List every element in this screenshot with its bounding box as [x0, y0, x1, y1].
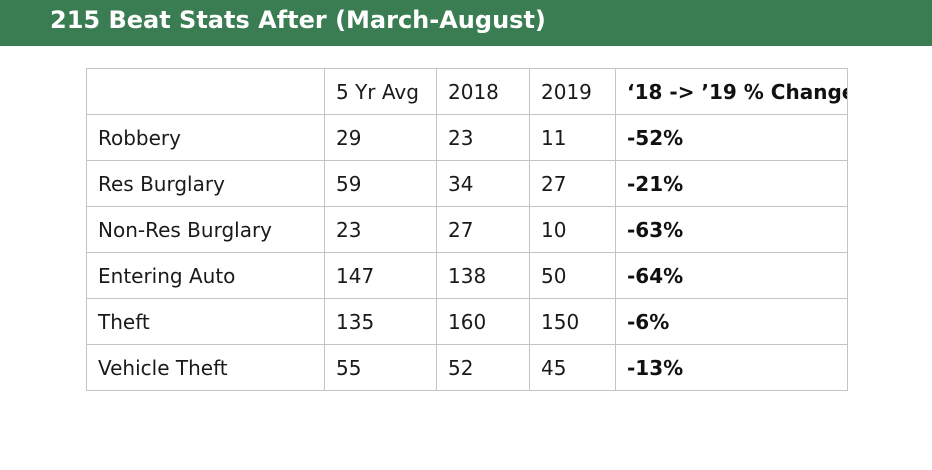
header-cell-2019: 2019	[529, 68, 616, 115]
table-row: Res Burglary 59 34 27 -21%	[86, 160, 848, 207]
cell-5yr-avg: 135	[324, 298, 437, 345]
cell-2018: 52	[436, 344, 530, 391]
table-row: Vehicle Theft 55 52 45 -13%	[86, 344, 848, 391]
cell-5yr-avg: 147	[324, 252, 437, 299]
title-banner: 215 Beat Stats After (March-August)	[0, 0, 932, 46]
row-label: Non-Res Burglary	[86, 206, 325, 253]
cell-2019: 150	[529, 298, 616, 345]
table-row: Theft 135 160 150 -6%	[86, 298, 848, 345]
row-label: Robbery	[86, 114, 325, 161]
header-cell-empty	[86, 68, 325, 115]
page-title: 215 Beat Stats After (March-August)	[50, 6, 546, 34]
cell-2018: 27	[436, 206, 530, 253]
cell-2018: 23	[436, 114, 530, 161]
table-row: Robbery 29 23 11 -52%	[86, 114, 848, 161]
cell-pct-change: -63%	[615, 206, 848, 253]
cell-5yr-avg: 55	[324, 344, 437, 391]
cell-pct-change: -6%	[615, 298, 848, 345]
cell-2019: 10	[529, 206, 616, 253]
cell-2018: 160	[436, 298, 530, 345]
cell-5yr-avg: 29	[324, 114, 437, 161]
cell-pct-change: -21%	[615, 160, 848, 207]
cell-2019: 50	[529, 252, 616, 299]
cell-pct-change: -13%	[615, 344, 848, 391]
row-label: Theft	[86, 298, 325, 345]
cell-pct-change: -52%	[615, 114, 848, 161]
cell-2018: 34	[436, 160, 530, 207]
table-row: Entering Auto 147 138 50 -64%	[86, 252, 848, 299]
header-cell-2018: 2018	[436, 68, 530, 115]
cell-2019: 45	[529, 344, 616, 391]
cell-5yr-avg: 23	[324, 206, 437, 253]
cell-5yr-avg: 59	[324, 160, 437, 207]
cell-pct-change: -64%	[615, 252, 848, 299]
cell-2018: 138	[436, 252, 530, 299]
row-label: Res Burglary	[86, 160, 325, 207]
header-cell-5yr-avg: 5 Yr Avg	[324, 68, 437, 115]
row-label: Entering Auto	[86, 252, 325, 299]
cell-2019: 27	[529, 160, 616, 207]
table-row: Non-Res Burglary 23 27 10 -63%	[86, 206, 848, 253]
cell-2019: 11	[529, 114, 616, 161]
table-header-row: 5 Yr Avg 2018 2019 ‘18 -> ’19 % Change	[86, 68, 848, 115]
header-cell-pct-change: ‘18 -> ’19 % Change	[615, 68, 848, 115]
row-label: Vehicle Theft	[86, 344, 325, 391]
beat-stats-table: 5 Yr Avg 2018 2019 ‘18 -> ’19 % Change R…	[86, 68, 848, 391]
